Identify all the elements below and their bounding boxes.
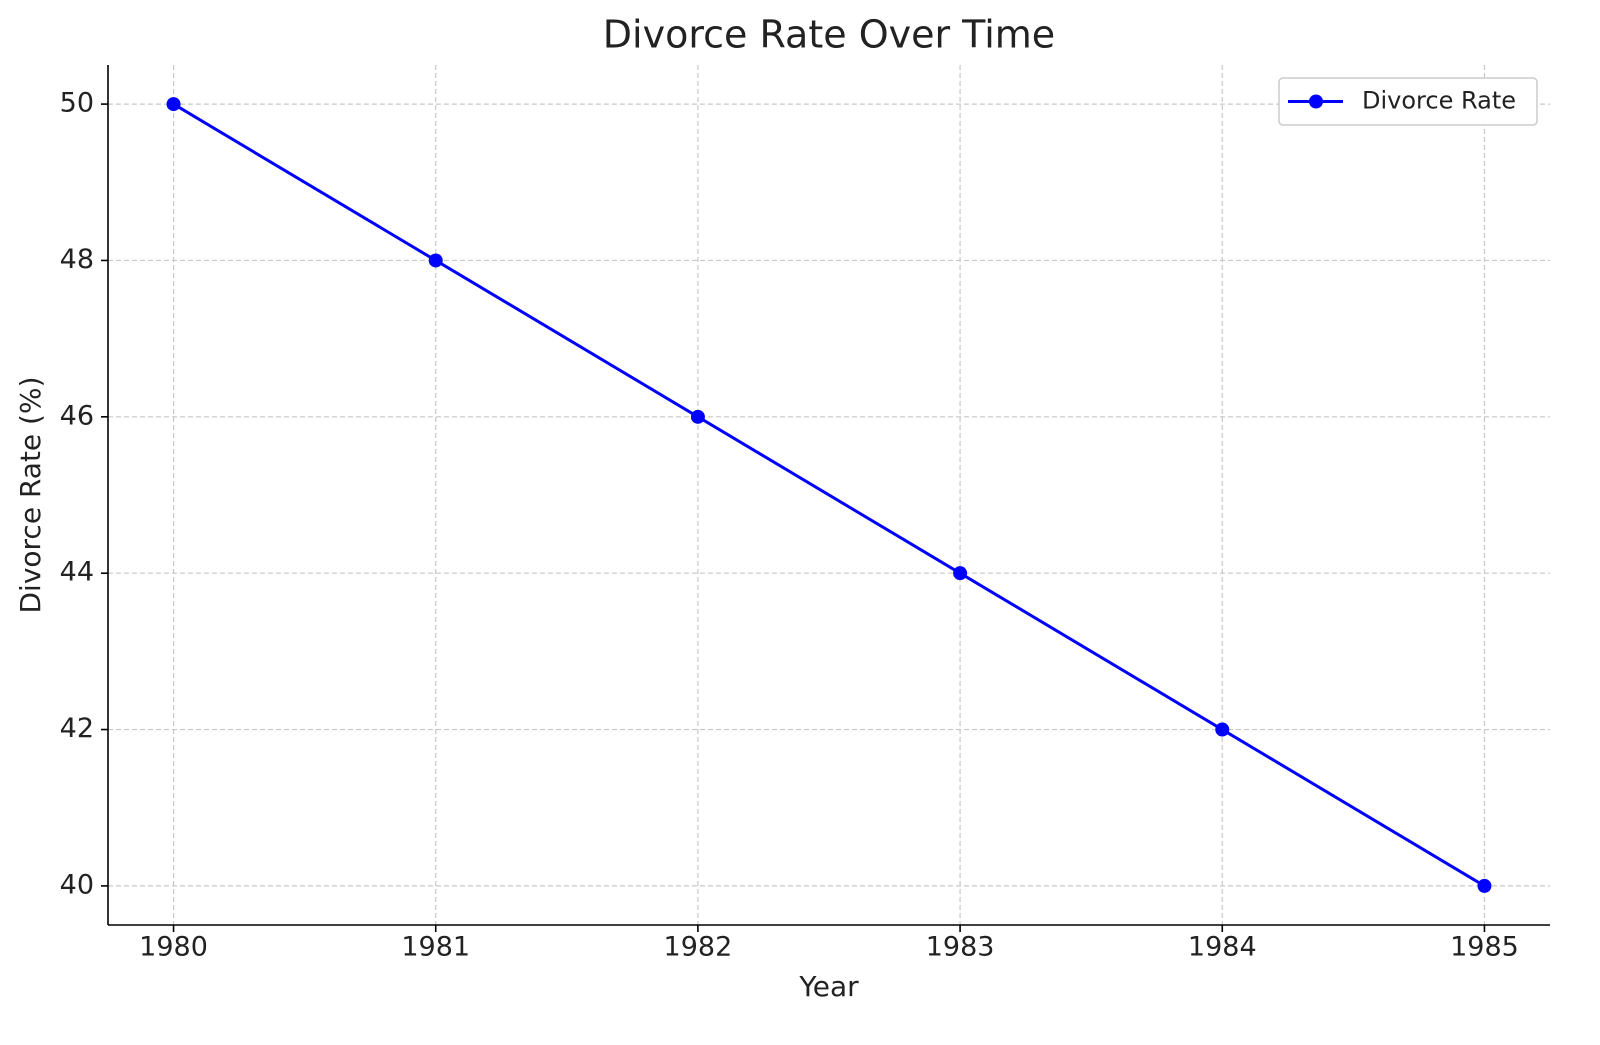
data-point [953, 566, 968, 581]
y-tick-label: 50 [60, 88, 94, 119]
x-tick-label: 1980 [139, 932, 208, 963]
x-axis-label: Year [798, 970, 859, 1003]
x-tick-label: 1981 [401, 932, 470, 963]
data-point [690, 409, 705, 424]
data-point [1215, 722, 1230, 737]
legend-label: Divorce Rate [1362, 87, 1516, 115]
x-tick-label: 1982 [664, 932, 733, 963]
x-tick-label: 1985 [1450, 932, 1519, 963]
y-tick-label: 46 [60, 400, 94, 431]
y-tick-label: 44 [60, 557, 94, 588]
legend-box [1278, 77, 1538, 126]
data-line [172, 102, 1486, 888]
chart-title: Divorce Rate Over Time [603, 13, 1055, 57]
legend-marker [1309, 94, 1323, 109]
y-tick-label: 42 [60, 713, 94, 744]
data-point [166, 97, 181, 112]
x-tick-label: 1984 [1188, 932, 1257, 963]
x-tick-label: 1983 [926, 932, 995, 963]
y-tick-label: 48 [60, 244, 94, 275]
y-axis-label: Divorce Rate (%) [14, 376, 47, 613]
data-point [1477, 878, 1492, 893]
data-point [428, 253, 443, 268]
y-tick-label: 40 [60, 869, 94, 900]
